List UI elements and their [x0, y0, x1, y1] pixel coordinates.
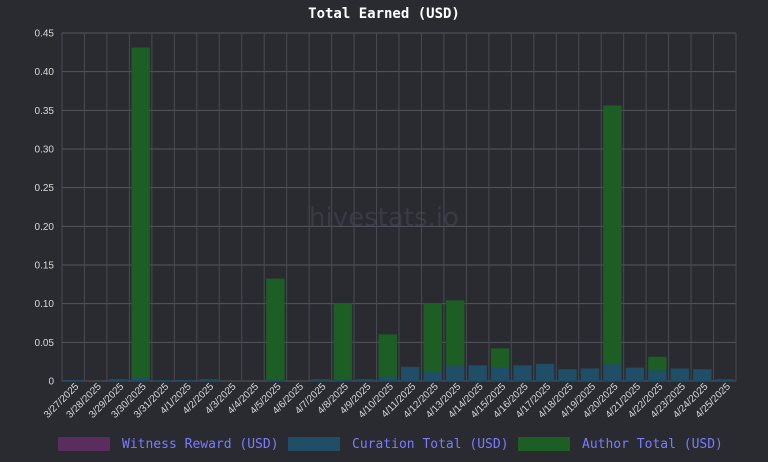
legend-label: Curation Total (USD)	[352, 437, 509, 452]
bar-curation-total-usd	[625, 367, 645, 382]
gridlines	[61, 32, 737, 382]
y-tick-label: 0.30	[35, 145, 55, 156]
legend-label: Witness Reward (USD)	[122, 437, 279, 452]
bar-curation-total-usd	[131, 377, 150, 382]
y-tick-label: 0.35	[35, 106, 55, 117]
bar-curation-total-usd	[198, 379, 218, 382]
y-tick-label: 0.20	[35, 222, 55, 233]
bar-curation-total-usd	[176, 379, 195, 382]
bar-curation-total-usd	[535, 363, 555, 382]
bar-curation-total-usd	[693, 369, 712, 382]
bar-curation-total-usd	[670, 368, 690, 382]
legend: Witness Reward (USD) Curation Total (USD)…	[58, 437, 723, 452]
bar-curation-total-usd	[153, 379, 173, 382]
legend-swatch	[518, 437, 570, 451]
y-tick-label: 0.15	[35, 261, 55, 272]
bar-curation-total-usd	[356, 379, 375, 382]
bar-curation-total-usd	[648, 369, 667, 382]
y-tick-label: 0.45	[35, 29, 55, 40]
legend-swatch	[288, 437, 340, 451]
bar-author-total-usd	[603, 105, 622, 365]
bar-author-total-usd	[131, 47, 150, 379]
legend-label: Author Total (USD)	[582, 437, 723, 452]
bar-curation-total-usd	[558, 369, 577, 382]
y-tick-label: 0.10	[35, 299, 55, 310]
bar-curation-total-usd	[108, 379, 128, 382]
watermark: hivestats.io	[309, 203, 459, 233]
bar-curation-total-usd	[378, 376, 398, 382]
bar-curation-total-usd	[603, 363, 622, 382]
x-axis-ticks: 3/27/20253/28/20253/29/20253/30/20253/31…	[42, 381, 733, 421]
bar-curation-total-usd	[490, 366, 510, 382]
bar-author-total-usd	[648, 356, 667, 371]
bar-author-total-usd	[490, 348, 510, 368]
y-tick-label: 0.05	[35, 338, 55, 349]
bars	[63, 47, 735, 382]
bar-author-total-usd	[378, 334, 398, 377]
bar-curation-total-usd	[445, 365, 465, 382]
y-tick-label: 0.40	[35, 67, 55, 78]
chart-title: Total Earned (USD)	[308, 6, 460, 22]
bar-curation-total-usd	[423, 371, 442, 382]
bar-author-total-usd	[423, 303, 442, 372]
bar-author-total-usd	[333, 303, 353, 380]
bar-author-total-usd	[445, 300, 465, 366]
bar-curation-total-usd	[63, 379, 83, 382]
y-tick-label: 0.25	[35, 183, 55, 194]
y-tick-label: 0	[48, 377, 54, 388]
legend-swatch	[58, 437, 110, 451]
bar-curation-total-usd	[311, 379, 330, 382]
bar-author-total-usd	[266, 278, 285, 380]
bar-curation-total-usd	[580, 368, 600, 382]
bar-curation-total-usd	[715, 379, 735, 382]
bar-curation-total-usd	[468, 365, 487, 382]
bar-curation-total-usd	[400, 366, 420, 382]
y-axis-ticks: 0 0.05 0.10 0.15 0.20 0.25 0.30 0.35 0.40 0.45	[35, 29, 55, 388]
bar-curation-total-usd	[513, 365, 532, 382]
